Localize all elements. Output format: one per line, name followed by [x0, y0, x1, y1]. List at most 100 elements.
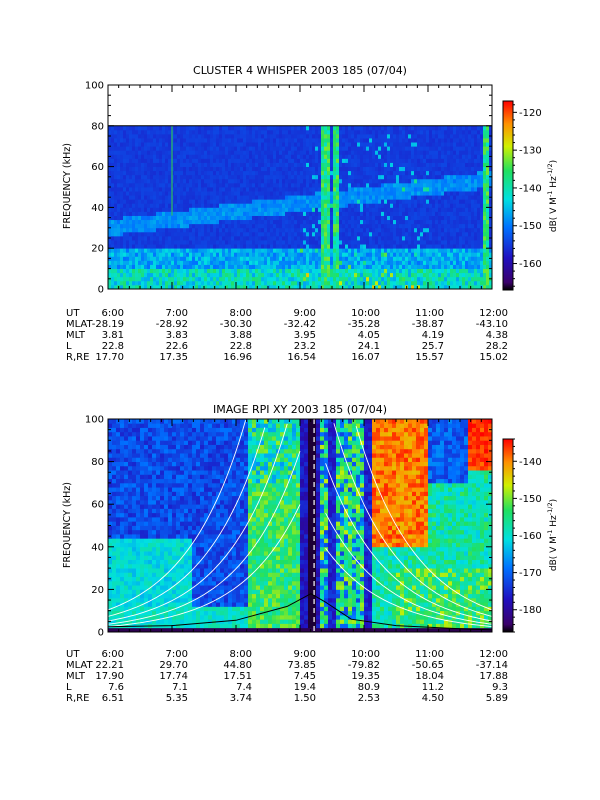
spectrogram-cell [312, 125, 316, 131]
spectrogram-cell [420, 227, 424, 233]
spectrogram-cell [270, 166, 274, 172]
spectrogram-cell [387, 146, 391, 151]
spectrogram-cell [450, 248, 454, 253]
spectrogram-cell [222, 146, 226, 151]
spectrogram-cell [168, 276, 172, 282]
spectrogram-cell [183, 223, 187, 229]
spectrogram-cell [198, 203, 202, 208]
spectrogram-cell [285, 284, 289, 290]
spectrogram-cell [147, 158, 151, 163]
spectrogram-cell [480, 272, 484, 278]
spectrogram-cell [249, 125, 253, 131]
spectrogram-cell [318, 142, 322, 147]
spectrogram-cell [393, 240, 397, 245]
spectrogram-cell [402, 252, 406, 257]
spectrogram-cell [204, 178, 208, 184]
spectrogram-cell [321, 203, 325, 208]
spectrogram-cell [168, 191, 172, 196]
spectrogram-cell [420, 235, 424, 241]
spectrogram-cell [369, 191, 373, 196]
spectrogram-cell [222, 252, 226, 257]
spectrogram-cell [240, 268, 244, 274]
spectrogram-cell [399, 235, 403, 241]
spectrogram-cell [246, 284, 250, 290]
spectrogram-cell [222, 264, 226, 269]
spectrogram-cell [201, 276, 205, 282]
spectrogram-cell [261, 219, 265, 225]
spectrogram-cell [474, 260, 478, 265]
spectrogram-cell [141, 182, 145, 188]
spectrogram-cell [432, 182, 436, 188]
spectrogram-cell [444, 150, 448, 155]
spectrogram-cell [411, 272, 415, 278]
spectrogram-cell [285, 244, 289, 249]
spectrogram-cell [294, 146, 298, 151]
spectrogram-cell [387, 244, 391, 249]
spectrogram-cell [222, 284, 226, 290]
spectrogram-cell [474, 199, 478, 204]
spectrogram-cell [177, 252, 181, 257]
spectrogram-cell [399, 252, 403, 257]
spectrogram-cell [162, 244, 166, 249]
spectrogram-cell [132, 219, 136, 225]
spectrogram-cell [363, 182, 367, 188]
spectrogram-cell [258, 207, 262, 212]
spectrogram-cell [153, 125, 157, 131]
spectrogram-cell [108, 142, 112, 147]
spectrogram-cell [411, 129, 415, 135]
spectrogram-cell [132, 199, 136, 204]
spectrogram-cell [378, 133, 382, 139]
spectrogram-cell [339, 276, 343, 282]
spectrogram-cell [396, 268, 400, 274]
spectrogram-cell [435, 276, 439, 282]
spectrogram-cell [210, 150, 214, 155]
spectrogram-cell [219, 244, 223, 249]
spectrogram-cell [318, 211, 322, 216]
spectrogram-cell [333, 154, 337, 159]
spectrogram-cell [321, 244, 325, 249]
spectrogram-cell [414, 146, 418, 151]
spectrogram-cell [156, 182, 160, 188]
spectrogram-cell [399, 248, 403, 253]
spectrogram-cell [258, 166, 262, 172]
spectrogram-cell [150, 162, 154, 167]
spectrogram-cell [465, 174, 469, 180]
spectrogram-cell [111, 284, 115, 290]
spectrogram-cell [165, 231, 169, 237]
spectrogram-cell [273, 166, 277, 172]
spectrogram-cell [123, 166, 127, 172]
spectrogram-cell [312, 240, 316, 245]
spectrogram-cell [291, 227, 295, 233]
spectrogram-cell [438, 133, 442, 139]
spectrogram-cell [123, 203, 127, 208]
spectrogram-cell [423, 260, 427, 265]
spectrogram-cell [201, 272, 205, 278]
spectrogram-cell [279, 280, 283, 286]
spectrogram-cell [171, 215, 175, 221]
spectrogram-cell [426, 178, 430, 184]
spectrogram-cell [294, 284, 298, 290]
spectrogram-cell [288, 125, 292, 131]
spectrogram-cell [456, 284, 460, 290]
spectrogram-cell [420, 138, 424, 143]
spectrogram-cell [339, 223, 343, 229]
spectrogram-cell [279, 170, 283, 176]
spectrogram-cell [258, 158, 262, 163]
spectrogram-cell [360, 166, 364, 172]
spectrogram-cell [114, 264, 118, 269]
spectrogram-cell [291, 280, 295, 286]
spectrogram-cell [414, 235, 418, 241]
spectrogram-cell [441, 280, 445, 286]
spectrogram-cell [270, 207, 274, 212]
spectrogram-cell [150, 280, 154, 286]
spectrogram-cell [204, 223, 208, 229]
spectrogram-cell [471, 170, 475, 176]
spectrogram-cell [462, 146, 466, 151]
spectrogram-cell [270, 264, 274, 269]
spectrogram-cell [318, 235, 322, 241]
spectrogram-cell [195, 244, 199, 249]
spectrogram-cell [135, 280, 139, 286]
spectrogram-cell [300, 142, 304, 147]
spectrogram-cell [276, 276, 280, 282]
spectrogram-cell [333, 158, 337, 163]
